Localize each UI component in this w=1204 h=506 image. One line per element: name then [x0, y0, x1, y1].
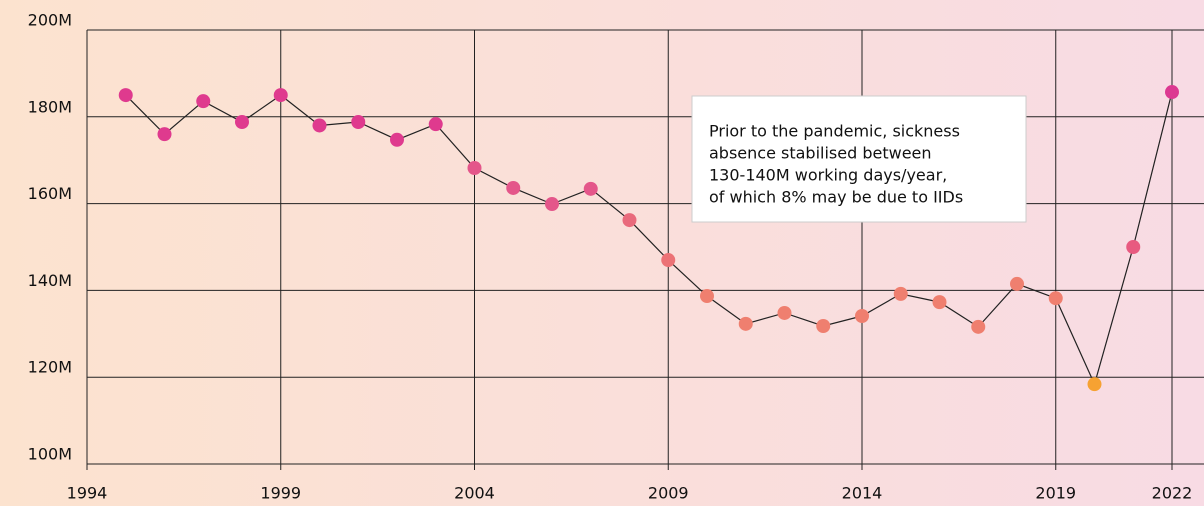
data-point — [893, 286, 908, 301]
y-tick-label: 140M — [28, 271, 72, 290]
x-tick-label: 2009 — [648, 484, 689, 503]
data-point — [506, 180, 521, 195]
annotation: Prior to the pandemic, sickness absence s… — [691, 95, 1027, 223]
annotation-text: Prior to the pandemic, sickness — [709, 122, 960, 141]
data-point — [855, 309, 869, 324]
x-tick-label: 2014 — [842, 484, 883, 503]
data-point — [622, 213, 637, 228]
data-point — [118, 88, 133, 103]
data-point — [196, 94, 211, 109]
annotation-text: of which 8% may be due to IIDs — [709, 188, 963, 207]
data-point — [157, 127, 172, 142]
data-point — [351, 115, 366, 130]
y-tick-label: 120M — [28, 358, 72, 377]
grid — [86, 29, 1204, 470]
y-tick-label: 100M — [28, 445, 72, 464]
x-tick-label: 1999 — [260, 484, 301, 503]
data-point — [583, 181, 598, 196]
data-point — [545, 197, 559, 212]
x-tick-label: 2022 — [1152, 484, 1193, 503]
x-tick-label: 1994 — [67, 484, 108, 503]
data-point — [273, 88, 288, 103]
x-tick-label: 2019 — [1035, 484, 1076, 503]
data-point — [1087, 377, 1102, 392]
data-point — [816, 318, 831, 333]
data-point — [467, 161, 482, 176]
annotation-text: absence stabilised between — [709, 144, 932, 163]
annotation-box — [691, 95, 1027, 223]
data-point — [932, 295, 947, 310]
data-point — [312, 118, 327, 133]
data-point — [777, 305, 792, 320]
data-point — [738, 316, 753, 331]
y-tick-label: 160M — [28, 184, 72, 203]
data-point — [1010, 276, 1024, 291]
data-point — [428, 117, 443, 132]
data-point — [235, 115, 249, 130]
y-tick-label: 180M — [28, 97, 72, 116]
annotation-text: 130-140M working days/year, — [709, 166, 947, 185]
data-point — [1048, 291, 1063, 306]
data-point — [1126, 240, 1141, 254]
data-point — [1165, 85, 1179, 100]
x-tick-label: 2004 — [454, 484, 495, 503]
data-point — [661, 253, 676, 268]
series-line — [125, 91, 1173, 386]
data-point — [971, 319, 986, 334]
data-point — [700, 289, 714, 304]
y-tick-label: 200M — [28, 11, 72, 30]
data-point — [390, 132, 404, 147]
